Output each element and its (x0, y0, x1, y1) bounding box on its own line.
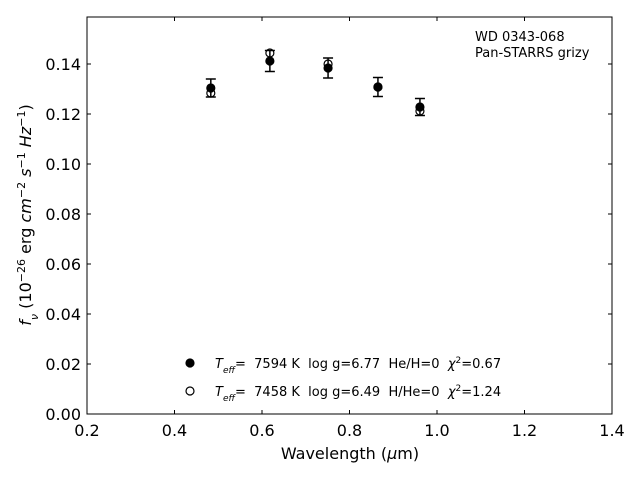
legend-part: T (215, 385, 224, 400)
legend-part: 2 (456, 356, 462, 366)
point (206, 88, 216, 98)
label-part: (10 (16, 282, 35, 314)
legend-part: = 7594 K log g=6.77 He/H=0 (235, 357, 448, 372)
legend-part: χ (447, 385, 457, 400)
x-tick-label: 1.0 (424, 421, 449, 440)
label-part: −1 (15, 152, 28, 168)
label-part: f (16, 318, 35, 326)
point (265, 48, 275, 58)
legend-part: eff (223, 366, 237, 376)
x-axis-label: Wavelength (μm) (281, 444, 419, 463)
legend-marker (185, 386, 195, 396)
legend-part: =0.67 (461, 357, 501, 372)
y-tick-label: 0.08 (45, 205, 81, 224)
point (265, 56, 275, 66)
label-part: m) (397, 444, 419, 463)
y-tick-label: 0.14 (45, 55, 81, 74)
x-tick-label: 1.4 (599, 421, 624, 440)
label-part: μ (386, 444, 397, 463)
label-part: −2 (15, 182, 28, 198)
x-tick-label: 0.8 (337, 421, 362, 440)
label-part: cm (16, 198, 35, 222)
legend-marker (185, 358, 195, 368)
point (373, 82, 383, 92)
x-tick-label: 0.4 (162, 421, 187, 440)
legend-part: eff (223, 394, 237, 404)
label-part: Hz (16, 126, 35, 152)
x-tick-label: 0.2 (74, 421, 99, 440)
label-part: s (16, 169, 35, 182)
x-tick-label: 1.2 (512, 421, 537, 440)
legend-part: T (215, 357, 224, 372)
label-part: ν (28, 314, 41, 320)
y-axis-label: fν (10−26 erg cm−2 s−1 Hz−1) (15, 104, 41, 325)
x-tick-label: 0.6 (249, 421, 274, 440)
annotation: Pan-STARRS grizy (475, 46, 590, 61)
annotation: WD 0343-068 (475, 30, 565, 45)
y-tick-label: 0.12 (45, 105, 81, 124)
y-tick-label: 0.04 (45, 305, 81, 324)
y-tick-label: 0.06 (45, 255, 81, 274)
legend-part: =1.24 (461, 385, 501, 400)
label-part: Wavelength ( (281, 444, 387, 463)
legend-part: = 7458 K log g=6.49 H/He=0 (235, 385, 448, 400)
y-tick-label: 0.02 (45, 355, 81, 374)
y-tick-label: 0.00 (45, 405, 81, 424)
y-tick-label: 0.10 (45, 155, 81, 174)
label-part: erg (16, 223, 35, 259)
legend-part: 2 (456, 384, 462, 394)
label-part: −26 (15, 259, 28, 282)
point (323, 59, 333, 69)
legend-part: χ (447, 357, 457, 372)
legend-label: Teff= 7458 K log g=6.49 H/He=0 χ2=1.24 (215, 384, 501, 404)
point (415, 106, 425, 116)
label-part: −1 (15, 111, 28, 127)
label-part: ) (16, 104, 35, 110)
legend-label: Teff= 7594 K log g=6.77 He/H=0 χ2=0.67 (215, 356, 501, 376)
